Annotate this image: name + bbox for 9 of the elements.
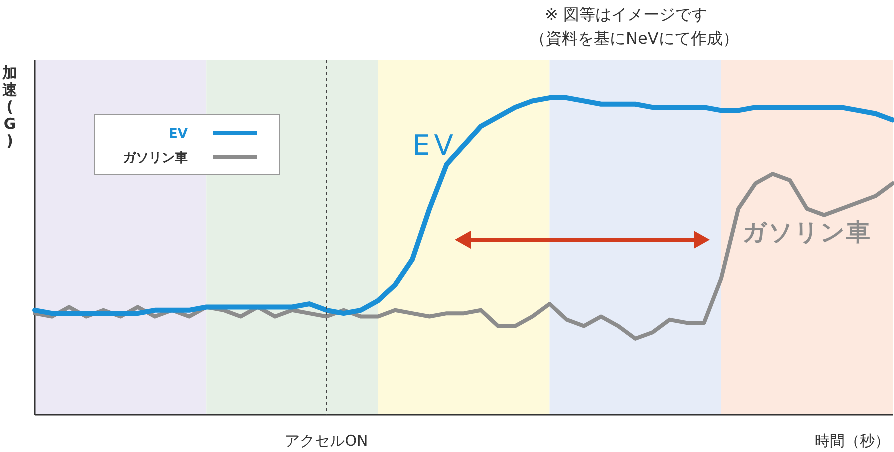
text: ガソリン車	[742, 218, 872, 247]
y-axis-title: 加速(G)	[2, 64, 18, 150]
text: EV	[412, 129, 458, 162]
x-axis-title: 時間（秒）	[815, 432, 890, 450]
text: ※ 図等はイメージです	[545, 5, 708, 24]
text: （資料を基にNeVにて作成）	[530, 29, 739, 48]
legend-label: EV	[169, 127, 188, 142]
legend-label: ガソリン車	[123, 151, 188, 166]
text: アクセルON	[285, 432, 368, 450]
